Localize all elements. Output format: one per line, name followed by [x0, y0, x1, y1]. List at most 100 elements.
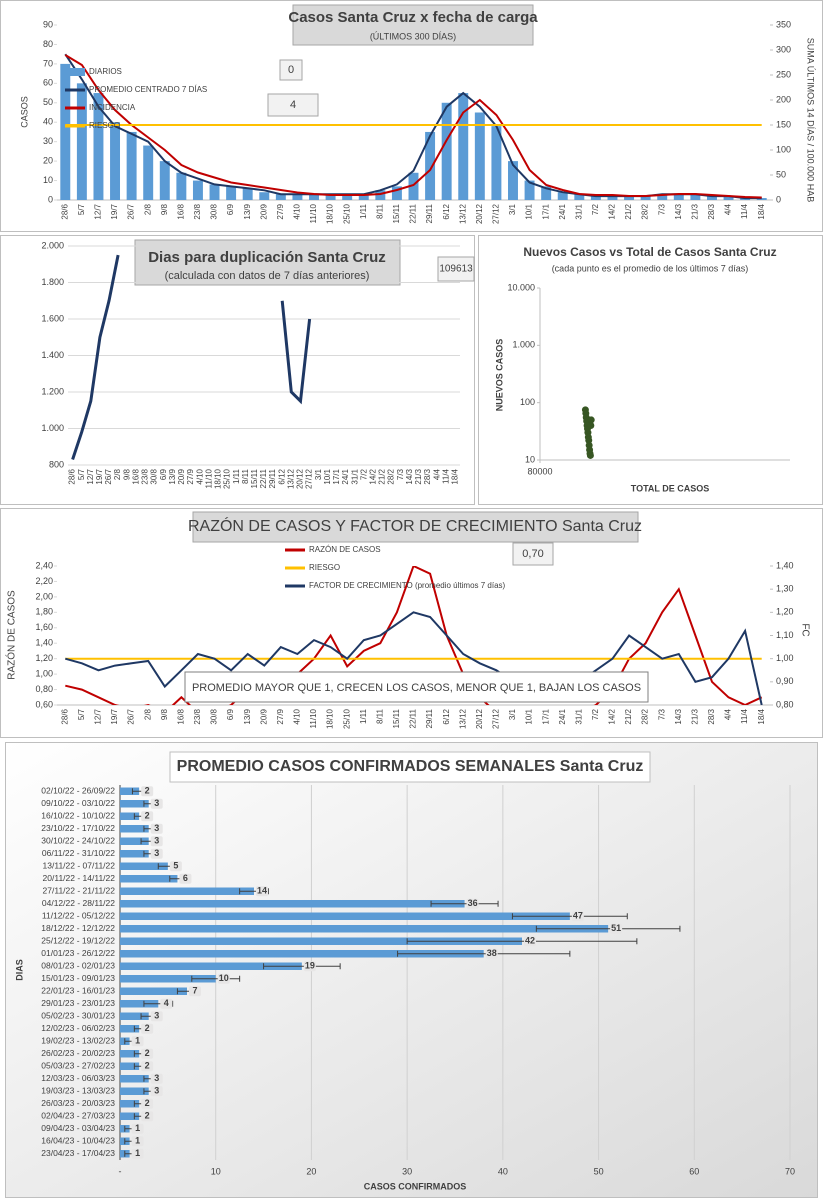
- y-tick-label: 0,80: [35, 684, 53, 694]
- y-tick-label: 12/02/23 - 06/02/23: [41, 1023, 115, 1033]
- x-tick-label: 7/2: [359, 468, 368, 480]
- y-tick-label: 100: [520, 397, 535, 407]
- data-label-bg: [141, 1023, 154, 1034]
- title-box: [134, 239, 401, 286]
- data-label-bg: [131, 1148, 144, 1159]
- point: [585, 436, 593, 444]
- x-tick-label: 7/2: [591, 203, 600, 215]
- y-tick-label: 1,80: [35, 607, 53, 617]
- y-tick-label: 09/04/23 - 03/04/23: [41, 1123, 115, 1133]
- legend-swatch: [65, 68, 85, 76]
- data-label-bg: [141, 1048, 154, 1059]
- x-tick-label: 18/4: [757, 708, 766, 724]
- x-tick-label: 1/11: [359, 203, 368, 219]
- data-label: 1: [135, 1123, 140, 1133]
- x-tick-label: 29/11: [425, 203, 434, 223]
- y-tick-label: 25/12/22 - 19/12/22: [41, 936, 115, 946]
- bar: [574, 194, 585, 200]
- chart-title: Nuevos Casos vs Total de Casos Santa Cru…: [523, 245, 776, 259]
- y-tick-label: 15/01/23 - 09/01/23: [41, 973, 115, 983]
- y-tick-label: 16/04/23 - 10/04/23: [41, 1136, 115, 1146]
- y-tick-label: 08/01/23 - 02/01/23: [41, 961, 115, 971]
- x-tick-label: 3/1: [314, 468, 323, 480]
- bar: [120, 875, 178, 883]
- data-label-bg: [150, 1073, 163, 1084]
- y-tick-label: 06/11/22 - 31/10/22: [42, 848, 115, 858]
- x-tick-label: 6/9: [159, 468, 168, 480]
- x-tick-label: 27/9: [276, 203, 285, 219]
- bar: [120, 1087, 149, 1095]
- data-label-bg: [303, 961, 316, 972]
- data-label: 47: [573, 911, 583, 921]
- data-label: 4: [164, 998, 169, 1008]
- x-tick-label: 70: [785, 1166, 795, 1176]
- data-label-bg: [150, 798, 163, 809]
- x-tick-label: 21/2: [624, 203, 633, 219]
- bar: [120, 1012, 149, 1020]
- x-tick-label: 23/8: [193, 203, 202, 219]
- legend-label: PROMEDIO CENTRADO 7 DÍAS: [89, 85, 207, 94]
- bar: [120, 1100, 140, 1108]
- y-tick-label: 2,20: [35, 576, 53, 586]
- data-label-bg: [150, 1086, 163, 1097]
- annotation-box: [279, 59, 303, 81]
- x-tick-label: 26/7: [104, 468, 113, 484]
- y2-tick-label: 1,00: [776, 653, 794, 663]
- y2-tick-label: 300: [776, 44, 791, 54]
- y-tick-label: 0: [48, 194, 53, 204]
- annotation: 0: [288, 64, 294, 76]
- y2-axis-label: FC: [799, 623, 810, 636]
- x-tick-label: 14/2: [608, 708, 617, 724]
- bar: [143, 145, 154, 200]
- x-tick-label: 8/11: [241, 468, 250, 484]
- bar: [120, 962, 302, 970]
- error-bar: [191, 975, 241, 982]
- x-tick-label: 12/7: [86, 468, 95, 484]
- title-box: [169, 751, 651, 783]
- point: [587, 416, 595, 424]
- error-bar: [263, 963, 341, 970]
- x-tick-label: 13/9: [168, 468, 177, 484]
- bar: [120, 862, 168, 870]
- bar: [120, 887, 254, 895]
- x-tick-label: 4/4: [724, 203, 733, 215]
- x-tick-label: 6/9: [226, 708, 235, 720]
- x-tick-label: 8/11: [375, 708, 384, 724]
- annotation-box: [437, 256, 475, 282]
- bar: [706, 196, 717, 200]
- x-tick-label: 11/10: [309, 708, 318, 728]
- bar: [120, 975, 216, 983]
- x-tick-label: 7/3: [657, 203, 666, 215]
- bar: [120, 987, 187, 995]
- data-label: 2: [145, 786, 150, 796]
- y-tick-label: 26/02/23 - 20/02/23: [41, 1048, 115, 1058]
- data-label-bg: [466, 898, 479, 909]
- x-tick-label: 10: [211, 1166, 221, 1176]
- x-axis-label: TOTAL DE CASOS: [631, 483, 710, 493]
- y-tick-label: 1.800: [41, 277, 64, 287]
- y2-tick-label: 200: [776, 94, 791, 104]
- data-label: 5: [173, 861, 178, 871]
- data-label-bg: [189, 986, 201, 997]
- data-label-bg: [131, 1036, 144, 1047]
- data-label: 2: [145, 1061, 150, 1071]
- bar: [408, 172, 419, 200]
- bar: [342, 194, 353, 200]
- legend-label: INCIDENCIA: [89, 103, 136, 112]
- bar: [120, 1000, 159, 1008]
- bar: [458, 93, 469, 200]
- x-tick-label: 16/8: [176, 708, 185, 724]
- bar: [756, 198, 767, 200]
- bar: [541, 186, 552, 200]
- x-tick-label: 60: [689, 1166, 699, 1176]
- x-tick-label: 11/4: [740, 708, 749, 724]
- y2-tick-label: 0: [776, 194, 781, 204]
- x-tick-label: 31/1: [350, 468, 359, 484]
- x-tick-label: 29/11: [425, 708, 434, 728]
- data-label-bg: [141, 1098, 154, 1109]
- y-tick-label: 1,20: [35, 653, 53, 663]
- x-tick-label: 13/9: [243, 203, 252, 219]
- data-label-bg: [571, 911, 584, 922]
- x-tick-label: 13/12: [286, 468, 295, 489]
- y-tick-label: 27/11/22 - 21/11/22: [43, 886, 116, 896]
